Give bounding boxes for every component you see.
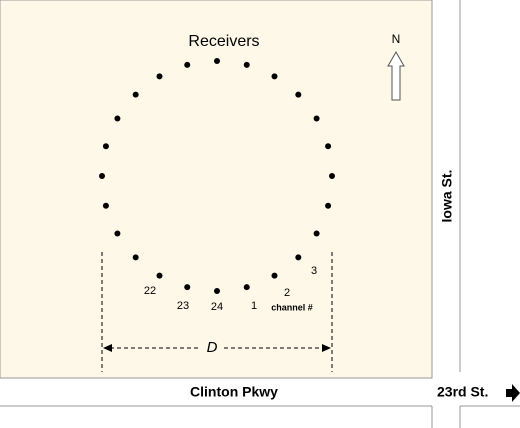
street-label: 23rd St. (437, 384, 488, 400)
distance-label: D (207, 339, 218, 356)
receiver-dot (214, 58, 220, 64)
receiver-dot (102, 143, 109, 150)
channel-caption: channel # (271, 302, 313, 312)
street-arrow (506, 384, 520, 402)
channel-label: 23 (177, 300, 189, 312)
receiver-dot (214, 288, 220, 294)
receiver-ring (99, 58, 335, 294)
receiver-dot (99, 173, 105, 179)
arrowhead (103, 344, 112, 352)
receiver-dot (325, 202, 332, 209)
title: Receivers (188, 33, 259, 50)
channel-label: 1 (251, 300, 257, 312)
receiver-dot (295, 91, 302, 98)
receiver-dot (132, 254, 139, 261)
receiver-dot (271, 73, 278, 80)
north-arrow (387, 50, 405, 101)
receiver-dot (313, 115, 320, 122)
receiver-dot (114, 230, 121, 237)
receiver-dot (102, 202, 109, 209)
receiver-dot (156, 73, 163, 80)
receiver-dot (243, 61, 250, 68)
receiver-dot (184, 284, 191, 291)
receiver-dot (184, 61, 191, 68)
receiver-dot (325, 143, 332, 150)
site-area (0, 0, 433, 379)
receiver-dot (132, 91, 139, 98)
receiver-dot (329, 173, 335, 179)
receiver-dot (271, 272, 278, 279)
channel-label: 24 (211, 301, 223, 313)
channel-label: 3 (311, 265, 317, 277)
arrowhead (322, 344, 331, 352)
receiver-dot (156, 272, 163, 279)
street-label: Iowa St. (439, 170, 455, 223)
channel-label: 22 (144, 285, 156, 297)
north-label: N (392, 32, 401, 46)
receiver-dot (313, 230, 320, 237)
channel-label: 2 (284, 287, 290, 299)
street-label: Clinton Pkwy (190, 384, 278, 400)
receiver-dot (295, 254, 302, 261)
receiver-dot (243, 284, 250, 291)
receiver-dot (114, 115, 121, 122)
